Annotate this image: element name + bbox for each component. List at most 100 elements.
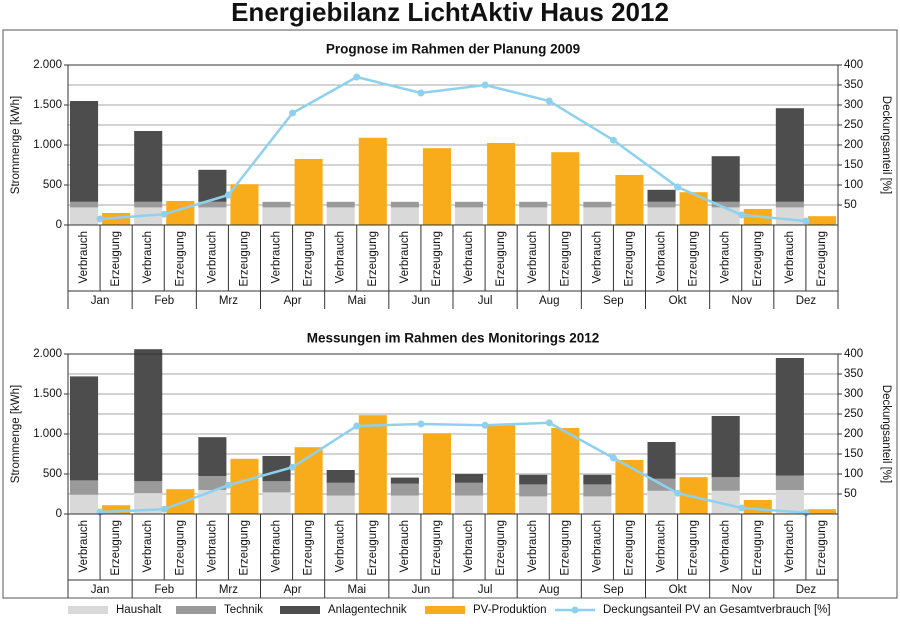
bar: [198, 207, 227, 225]
bar: [551, 152, 580, 225]
bar: [230, 458, 259, 514]
line-marker: [417, 89, 425, 97]
bar: [615, 175, 644, 225]
x-tick-label: Mai: [347, 584, 366, 596]
x-tick-label: Jul: [478, 295, 493, 307]
bar: [711, 416, 740, 478]
line-marker: [224, 481, 232, 489]
x-tick-label: Jul: [478, 584, 493, 596]
x-tick-label: Mai: [347, 295, 366, 307]
bar: [326, 482, 355, 496]
x-tick-label: Aug: [539, 584, 559, 596]
sub-tick-label: Erzeugung: [174, 231, 186, 287]
line-marker: [96, 215, 104, 223]
bar: [519, 207, 548, 225]
sub-tick-label: Verbrauch: [656, 520, 668, 572]
bar: [230, 184, 259, 225]
sub-tick-label: Erzeugung: [816, 231, 828, 287]
bar: [583, 474, 612, 485]
legend-marker: [571, 606, 579, 614]
bar: [775, 475, 804, 490]
bar: [455, 495, 484, 514]
y2-tick-label: 150: [844, 448, 863, 460]
sub-tick-label: Erzeugung: [559, 520, 571, 576]
sub-tick-label: Erzeugung: [303, 520, 315, 576]
sub-tick-label: Erzeugung: [431, 231, 443, 287]
bar: [390, 201, 419, 208]
x-tick-label: Apr: [284, 295, 302, 307]
bar: [487, 424, 516, 514]
y2-tick-label: 350: [844, 368, 863, 380]
sub-tick-label: Verbrauch: [720, 231, 732, 283]
line-marker: [481, 421, 489, 429]
bar: [422, 148, 451, 225]
y2-tick-label: 200: [844, 139, 863, 151]
legend-label: Haushalt: [116, 604, 162, 616]
subtitle: Messungen im Rahmen des Monitorings 2012: [307, 331, 600, 346]
y2-tick-label: 50: [844, 488, 857, 500]
sub-tick-label: Verbrauch: [784, 520, 796, 572]
frame: [2, 29, 898, 599]
sub-tick-label: Verbrauch: [271, 231, 283, 283]
bar: [647, 189, 676, 202]
bar: [262, 481, 291, 493]
sub-tick-label: Verbrauch: [399, 520, 411, 572]
y2-tick-label: 250: [844, 408, 863, 420]
bar: [455, 207, 484, 225]
bar: [647, 201, 676, 208]
subtitle: Prognose im Rahmen der Planung 2009: [326, 42, 580, 57]
bar: [519, 201, 548, 208]
bar: [551, 428, 580, 514]
y-tick-label: 1.000: [33, 139, 62, 151]
bar: [326, 201, 355, 208]
bar: [198, 201, 227, 208]
line-marker: [289, 109, 297, 117]
bar: [70, 376, 99, 481]
bar: [487, 143, 516, 225]
x-tick-label: Okt: [669, 584, 688, 596]
x-tick-label: Feb: [154, 584, 174, 596]
bar: [262, 492, 291, 514]
sub-tick-label: Verbrauch: [527, 520, 539, 572]
sub-tick-label: Verbrauch: [206, 520, 218, 572]
bar: [711, 477, 740, 491]
sub-tick-label: Erzeugung: [559, 231, 571, 287]
line-marker: [160, 210, 168, 218]
sub-tick-label: Verbrauch: [335, 231, 347, 283]
bar: [70, 101, 99, 202]
y-axis-label: Strommenge [kWh]: [10, 96, 22, 194]
x-tick-label: Sep: [603, 584, 623, 596]
bar: [134, 349, 163, 482]
sub-tick-label: Erzeugung: [431, 520, 443, 576]
bar: [294, 159, 323, 225]
bar: [358, 415, 387, 514]
x-tick-label: Nov: [732, 295, 753, 307]
bar: [775, 201, 804, 208]
y-tick-label: 0: [56, 508, 62, 520]
bar: [807, 509, 836, 514]
legend-swatch: [425, 606, 465, 614]
y2-tick-label: 400: [844, 59, 863, 71]
x-tick-label: Apr: [284, 584, 302, 596]
line-marker: [545, 97, 553, 105]
sub-tick-label: Erzeugung: [623, 231, 635, 287]
legend-label: Anlagentechnik: [328, 604, 407, 616]
x-tick-label: Mrz: [219, 295, 238, 307]
line-marker: [738, 211, 746, 219]
bar: [198, 476, 227, 490]
bar: [390, 495, 419, 514]
bar: [775, 358, 804, 476]
sub-tick-label: Erzeugung: [816, 520, 828, 576]
line-marker: [353, 73, 361, 81]
y2-axis-label: Deckungsanteil [%]: [880, 385, 892, 483]
bar: [70, 207, 99, 225]
line-marker: [353, 422, 361, 430]
bar: [647, 442, 676, 479]
x-tick-label: Feb: [154, 295, 174, 307]
sub-tick-label: Verbrauch: [463, 520, 475, 572]
bar: [583, 496, 612, 514]
y-tick-label: 1.500: [33, 99, 62, 111]
line-marker: [609, 136, 617, 144]
sub-tick-label: Erzeugung: [174, 520, 186, 576]
